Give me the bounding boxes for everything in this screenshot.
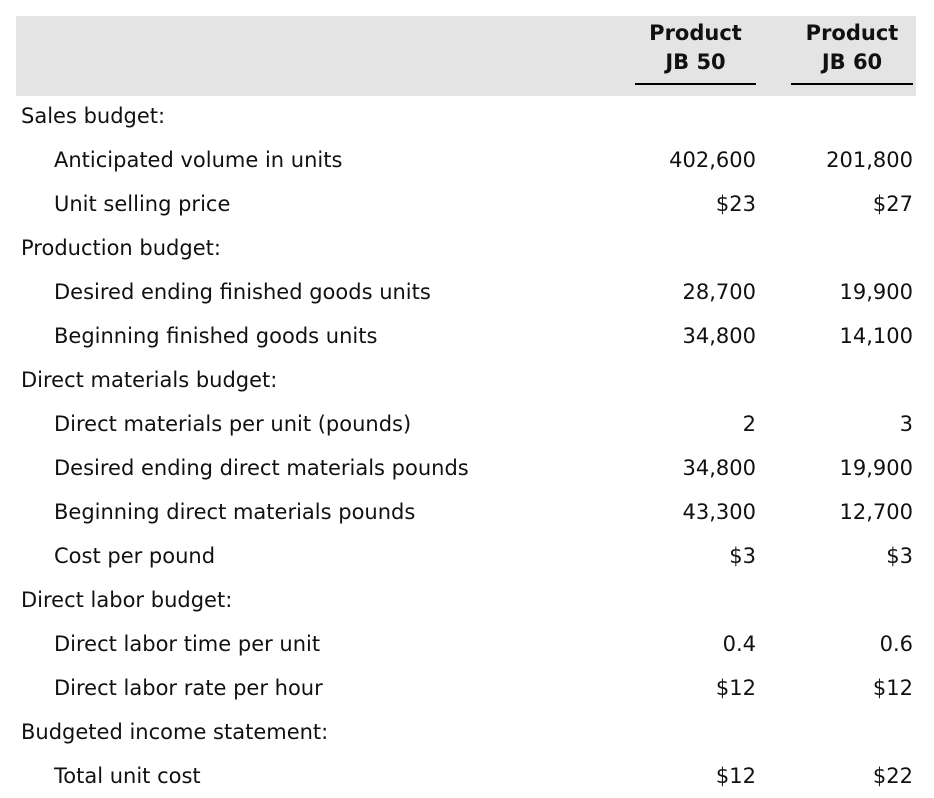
row-label: Beginning direct materials pounds xyxy=(54,500,416,524)
column-header-jb60: Product JB 60 xyxy=(791,19,913,77)
table-row: Desired ending direct materials pounds 3… xyxy=(0,446,934,490)
section-heading-budgeted-income-statement: Budgeted income statement: xyxy=(0,710,934,754)
value-jb60: 3 xyxy=(899,412,913,436)
row-label: Anticipated volume in units xyxy=(54,148,343,172)
row-label: Desired ending finished goods units xyxy=(54,280,431,304)
table-row: Total unit cost $12 $22 xyxy=(0,754,934,798)
table-row: Cost per pound $3 $3 xyxy=(0,534,934,578)
column-header-jb50-underline xyxy=(635,83,756,85)
table-row: Unit selling price $23 $27 xyxy=(0,182,934,226)
value-jb60: 201,800 xyxy=(826,148,913,172)
row-label: Direct materials per unit (pounds) xyxy=(54,412,412,436)
value-jb50: 43,300 xyxy=(682,500,756,524)
value-jb60: $12 xyxy=(872,676,913,700)
section-title: Budgeted income statement: xyxy=(21,720,329,744)
table-row: Direct materials per unit (pounds) 2 3 xyxy=(0,402,934,446)
section-title: Direct labor budget: xyxy=(21,588,233,612)
value-jb50: 402,600 xyxy=(669,148,756,172)
row-label: Direct labor time per unit xyxy=(54,632,321,656)
value-jb50: 34,800 xyxy=(682,456,756,480)
value-jb50: 2 xyxy=(742,412,756,436)
value-jb50: $12 xyxy=(715,764,756,788)
column-header-jb60-line2: JB 60 xyxy=(821,50,883,74)
value-jb60: $27 xyxy=(872,192,913,216)
value-jb50: $3 xyxy=(729,544,756,568)
value-jb50: $12 xyxy=(715,676,756,700)
section-heading-production-budget: Production budget: xyxy=(0,226,934,270)
value-jb60: 0.6 xyxy=(879,632,913,656)
row-label: Unit selling price xyxy=(54,192,231,216)
row-label: Total unit cost xyxy=(54,764,201,788)
section-heading-direct-labor-budget: Direct labor budget: xyxy=(0,578,934,622)
value-jb60: 14,100 xyxy=(839,324,913,348)
section-heading-sales-budget: Sales budget: xyxy=(0,94,934,138)
section-title: Direct materials budget: xyxy=(21,368,278,392)
value-jb60: $3 xyxy=(886,544,913,568)
value-jb60: $22 xyxy=(872,764,913,788)
row-label: Cost per pound xyxy=(54,544,216,568)
table-row: Direct labor rate per hour $12 $12 xyxy=(0,666,934,710)
column-header-jb50-line1: Product xyxy=(649,21,742,45)
section-title: Sales budget: xyxy=(21,104,166,128)
value-jb50: 28,700 xyxy=(682,280,756,304)
table-header-band xyxy=(16,16,916,96)
column-header-jb60-line1: Product xyxy=(805,21,899,45)
table-row: Beginning finished goods units 34,800 14… xyxy=(0,314,934,358)
table-row: Anticipated volume in units 402,600 201,… xyxy=(0,138,934,182)
value-jb60: 19,900 xyxy=(839,456,913,480)
value-jb50: 0.4 xyxy=(722,632,756,656)
budget-table-body: Sales budget: Anticipated volume in unit… xyxy=(0,94,934,798)
row-label: Beginning finished goods units xyxy=(54,324,378,348)
table-row: Desired ending finished goods units 28,7… xyxy=(0,270,934,314)
value-jb50: $23 xyxy=(715,192,756,216)
column-header-jb50: Product JB 50 xyxy=(635,19,756,77)
section-title: Production budget: xyxy=(21,236,221,260)
value-jb60: 19,900 xyxy=(839,280,913,304)
table-row: Beginning direct materials pounds 43,300… xyxy=(0,490,934,534)
section-heading-direct-materials-budget: Direct materials budget: xyxy=(0,358,934,402)
value-jb60: 12,700 xyxy=(839,500,913,524)
column-header-jb60-underline xyxy=(791,83,913,85)
column-header-jb50-line2: JB 50 xyxy=(665,50,726,74)
value-jb50: 34,800 xyxy=(682,324,756,348)
row-label: Direct labor rate per hour xyxy=(54,676,323,700)
table-row: Direct labor time per unit 0.4 0.6 xyxy=(0,622,934,666)
row-label: Desired ending direct materials pounds xyxy=(54,456,469,480)
